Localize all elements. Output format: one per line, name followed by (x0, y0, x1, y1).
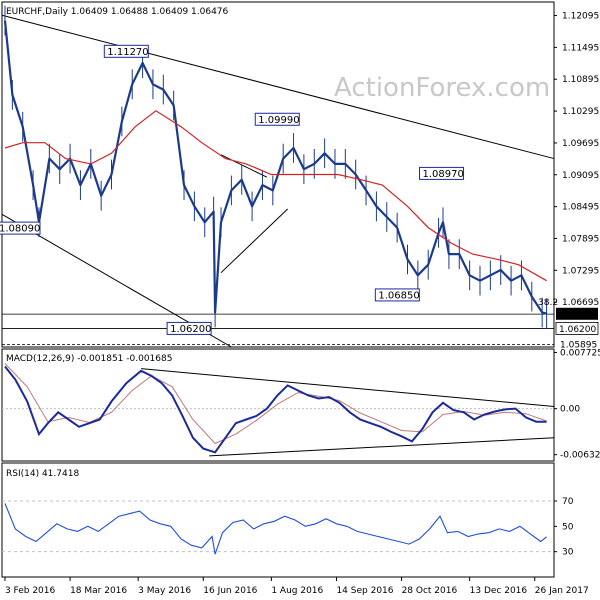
x-axis-tick-label: 28 Oct 2016 (402, 586, 458, 596)
x-axis-tick-label: 3 May 2016 (138, 586, 191, 596)
price-label-box (0, 221, 41, 235)
bottom-price-label: 1.05895 (560, 341, 597, 351)
x-axis-tick-label: 3 Feb 2016 (5, 586, 56, 596)
price-y-tick-label: 1.07295 (562, 266, 599, 276)
rsi-y-tick-label: 50 (562, 522, 574, 532)
price-y-tick-label: 1.07895 (562, 234, 599, 244)
x-axis-tick-label: 14 Sep 2016 (336, 586, 393, 596)
x-axis-tick-label: 16 Jun 2016 (203, 586, 257, 596)
macd-signal-line (4, 363, 547, 445)
x-axis-tick-label: 13 Dec 2016 (470, 586, 528, 596)
price-y-tick-label: 1.10295 (562, 107, 599, 117)
rsi-header: RSI(14) 41.7418 (6, 469, 79, 479)
moving-average-line (4, 110, 547, 282)
price-label-box (103, 44, 149, 58)
rsi-panel-frame (1, 462, 555, 578)
price-label-text: 1.08090 (0, 224, 40, 235)
macd-trendline (209, 437, 555, 457)
price-y-tick-label: 1.10895 (562, 75, 599, 85)
price-trendline (220, 208, 288, 274)
rsi-plot: 70 50 30 (2, 497, 574, 558)
x-axis-tick-label: 1 Aug 2016 (271, 586, 323, 596)
price-chart-header: EURCHF,Daily 1.06409 1.06488 1.06409 1.0… (6, 7, 229, 17)
macd-y-tick-label: 0.007725 (560, 348, 600, 358)
fib-label: 38.2 (538, 298, 558, 308)
support-price-box (555, 322, 599, 335)
price-label-text: 1.08970 (423, 169, 464, 180)
price-label-box (374, 288, 420, 302)
price-label-box (166, 321, 212, 335)
price-y-tick-label: 1.06695 (562, 298, 599, 308)
macd-trendline (141, 368, 555, 407)
price-y-tick-label: 1.12095 (562, 12, 599, 22)
price-label-box (419, 166, 465, 180)
rsi-y-tick-label: 30 (562, 548, 574, 558)
macd-panel-frame (1, 348, 555, 462)
price-trendline (220, 154, 268, 178)
price-label-text: 1.09990 (258, 115, 299, 126)
rsi-y-tick-label: 70 (562, 497, 574, 507)
price-label-text: 1.11270 (107, 47, 148, 58)
price-plot: 1.11270 1.09990 1.08970 1.06850 1.06200 1.080… (0, 5, 599, 351)
watermark: ActionForex.com (334, 73, 550, 103)
price-y-tick-label: 1.09095 (562, 171, 599, 181)
price-label-text: 1.06200 (170, 324, 211, 335)
macd-header: MACD(12,26,9) -0.001851 -0.001685 (6, 354, 172, 364)
axes: 3 Feb 2016 18 Mar 2016 3 May 2016 16 Jun 20… (4, 577, 589, 596)
price-label-box (254, 112, 300, 126)
rsi-line (4, 503, 547, 555)
current-price-box (556, 307, 598, 320)
price-y-tick-label: 1.09695 (562, 139, 599, 149)
price-y-tick-label: 1.08495 (562, 203, 599, 213)
price-series-line (3, 20, 547, 315)
price-label-text: 1.06850 (378, 290, 419, 301)
support-price-label: 1.06200 (559, 325, 596, 335)
macd-line (4, 365, 547, 454)
price-y-tick-label: 1.11495 (562, 43, 599, 53)
x-axis-tick-label: 18 Mar 2016 (70, 586, 127, 596)
price-trendline (1, 14, 555, 160)
current-price-label: 1.06476 (559, 310, 596, 320)
macd-y-tick-label: 0.00 (560, 405, 580, 415)
x-axis-tick-label: 26 Jan 2017 (535, 586, 589, 596)
